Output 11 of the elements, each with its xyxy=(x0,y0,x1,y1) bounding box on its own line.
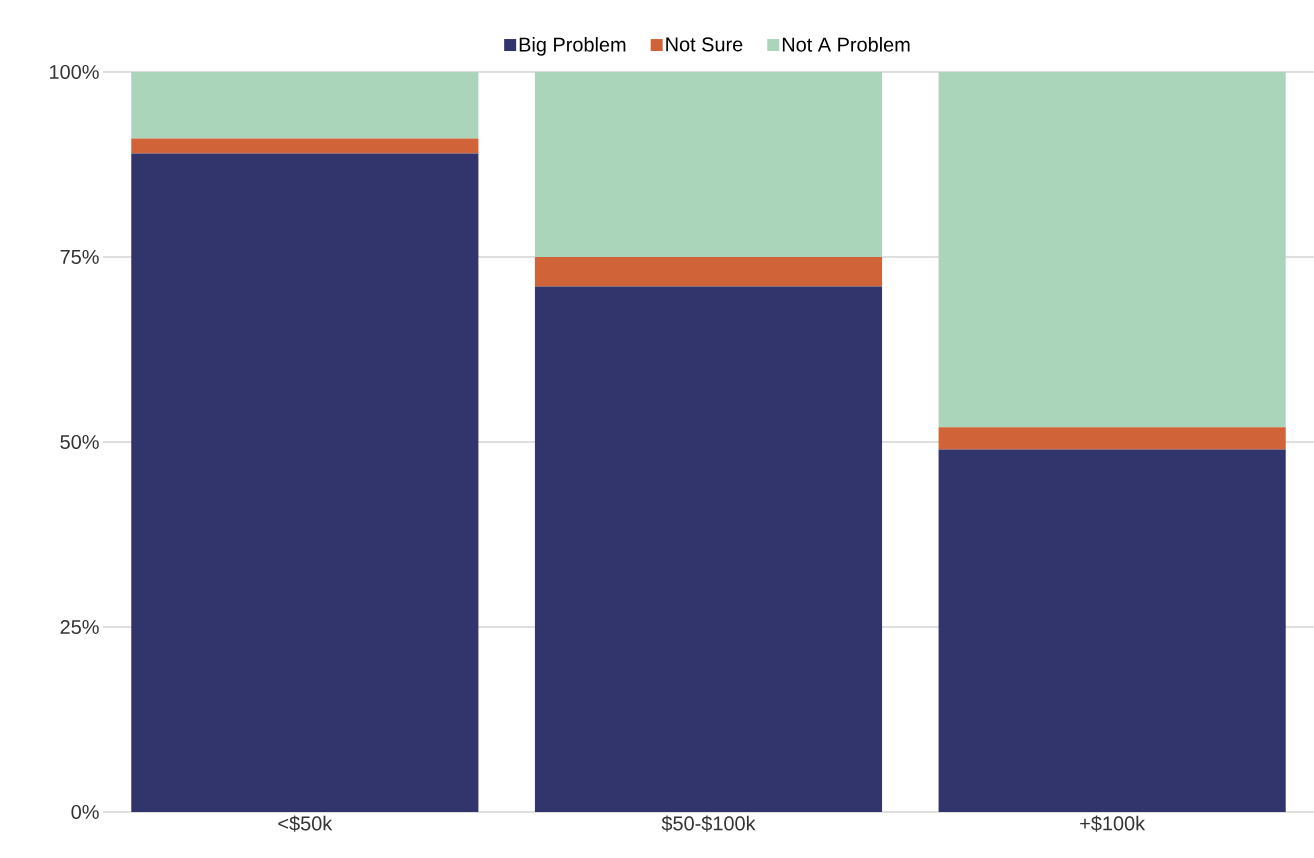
y-tick-label: 0% xyxy=(71,804,99,820)
y-tick-label: 25% xyxy=(60,619,99,635)
y-tick-label: 75% xyxy=(60,249,99,264)
y-tick-label: 100% xyxy=(50,64,99,80)
legend-label: Big Problem xyxy=(519,37,626,56)
y-tick-label: 50% xyxy=(60,434,99,450)
legend-label: Not A Problem xyxy=(782,37,910,52)
x-tick-label: <$50k xyxy=(278,815,333,832)
x-tick-label: +$100k xyxy=(1080,815,1146,832)
legend-label: Not Sure xyxy=(666,37,743,52)
x-tick-label: $50-$100k xyxy=(661,815,756,832)
